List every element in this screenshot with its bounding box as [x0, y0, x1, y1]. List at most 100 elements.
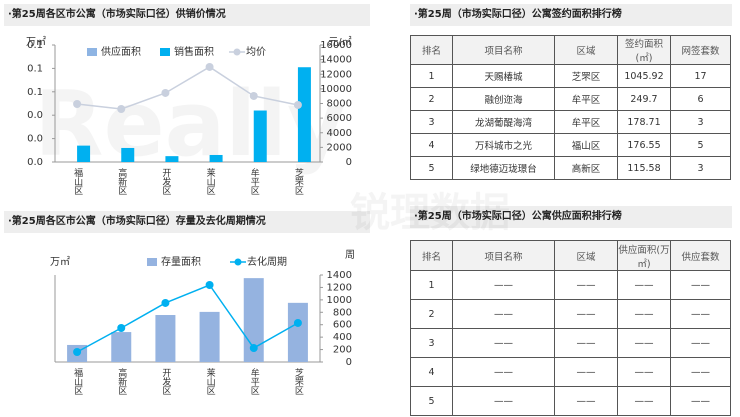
cell: 115.58: [617, 156, 671, 180]
cell: 5: [410, 156, 453, 180]
legend-label: 均价: [246, 46, 266, 58]
cell: 4: [410, 357, 453, 387]
cell: ——: [670, 270, 731, 300]
cell: 天赐椿城: [452, 64, 555, 88]
y2-tick-label: 1200: [327, 282, 352, 293]
y-tick-label: 0.1: [27, 87, 43, 98]
cell: ——: [554, 328, 618, 358]
cell: ——: [554, 357, 618, 387]
cell: 1: [410, 64, 453, 88]
watermark: 锐理数据: [350, 190, 510, 236]
cell: 3: [410, 110, 453, 134]
bar: [121, 147, 135, 162]
cell: 17: [670, 64, 731, 88]
cell: 万科城市之光: [452, 133, 555, 157]
cell: 1045.92: [617, 64, 671, 88]
cell: ——: [670, 328, 731, 358]
y-tick-label: 0.0: [27, 157, 43, 168]
cell: ——: [452, 386, 555, 416]
header-cell: 排名: [410, 240, 453, 271]
x-tick-label: 牟平区: [249, 167, 260, 195]
x-tick-label: 莱山区: [205, 167, 216, 195]
y2-tick-label: 1400: [327, 270, 352, 281]
bar: [209, 154, 223, 162]
cell: ——: [617, 270, 671, 300]
cell: ——: [617, 357, 671, 387]
header-cell: 供应套数: [670, 240, 731, 271]
bar: [155, 315, 176, 362]
cell: ——: [617, 328, 671, 358]
y2-axis-label: 元/㎡: [328, 36, 351, 48]
bar: [199, 311, 220, 362]
cell: 3: [670, 110, 731, 134]
cell: 龙湖葡醍海湾: [452, 110, 555, 134]
legend-label: 供应面积: [101, 45, 141, 58]
cell: 福山区: [554, 133, 618, 157]
header-cell: 项目名称: [452, 35, 555, 65]
header-cell: 供应面积(万㎡): [617, 240, 671, 271]
point: [161, 88, 170, 97]
cell: 牟平区: [554, 87, 618, 111]
cell: 1: [410, 270, 453, 300]
legend-swatch: [233, 48, 241, 56]
y-tick-label: 0.0: [27, 110, 43, 121]
cell: 3: [410, 328, 453, 358]
x-tick-label: 高新区: [116, 367, 127, 395]
y2-tick-label: 12000: [320, 69, 352, 80]
cell: ——: [670, 357, 731, 387]
cell: ——: [452, 328, 555, 358]
point: [205, 281, 214, 290]
x-tick-label: 开发区: [160, 368, 171, 395]
point: [249, 91, 258, 100]
bar: [253, 110, 267, 162]
point: [293, 100, 302, 109]
line: [76, 66, 299, 110]
cell: ——: [554, 386, 618, 416]
header-cell: 排名: [410, 35, 453, 65]
x-tick-label: 开发区: [160, 168, 171, 195]
x-tick-label: 莱山区: [205, 367, 216, 395]
bar: [287, 302, 308, 362]
cell: ——: [554, 299, 618, 329]
y2-axis-label: 周: [345, 249, 355, 261]
legend-swatch: [87, 48, 97, 56]
header-cell: 签约面积(㎡): [617, 35, 671, 65]
cell: 5: [670, 133, 731, 157]
header-cell: 项目名称: [452, 240, 555, 271]
point: [293, 318, 302, 327]
y2-tick-label: 4000: [327, 128, 352, 139]
cell: 2: [410, 299, 453, 329]
y-tick-label: 0.1: [27, 40, 43, 51]
cell: 绿地德迈珑璟台: [452, 156, 555, 180]
y2-tick-label: 1000: [327, 295, 352, 306]
y2-tick-label: 6000: [327, 113, 352, 124]
y2-tick-label: 8000: [327, 99, 352, 110]
y-axis-label: 万㎡: [50, 256, 70, 268]
header-cell: 区域: [554, 240, 618, 271]
y2-tick-label: 14000: [320, 55, 352, 66]
legend-label: 去化周期: [247, 255, 287, 268]
cell: 2: [410, 87, 453, 111]
y-axis-label: 万㎡: [26, 36, 46, 48]
legend-label: 销售面积: [174, 45, 214, 58]
y2-tick-label: 200: [333, 345, 352, 356]
cell: 芝罘区: [554, 64, 618, 88]
section-title: ·第25周各区市公寓（市场实际口径）存量及去化周期情况: [4, 211, 370, 233]
bar: [297, 67, 311, 162]
point: [161, 298, 170, 307]
cell: 176.55: [617, 133, 671, 157]
cell: 牟平区: [554, 110, 618, 134]
legend-swatch: [147, 258, 157, 266]
bar: [111, 332, 132, 362]
point: [117, 104, 126, 113]
cell: 高新区: [554, 156, 618, 180]
x-tick-label: 芝罘区: [293, 367, 304, 395]
cell: ——: [617, 299, 671, 329]
cell: ——: [452, 357, 555, 387]
y-tick-label: 0.1: [27, 63, 43, 74]
point: [249, 344, 258, 353]
y2-tick-label: 0: [346, 157, 352, 168]
point: [205, 62, 214, 71]
table: 排名 项目名称 区域 供应面积(万㎡) 供应套数 1 —— —— —— —— 2 —— —— —— —— 3—…: [410, 240, 731, 416]
